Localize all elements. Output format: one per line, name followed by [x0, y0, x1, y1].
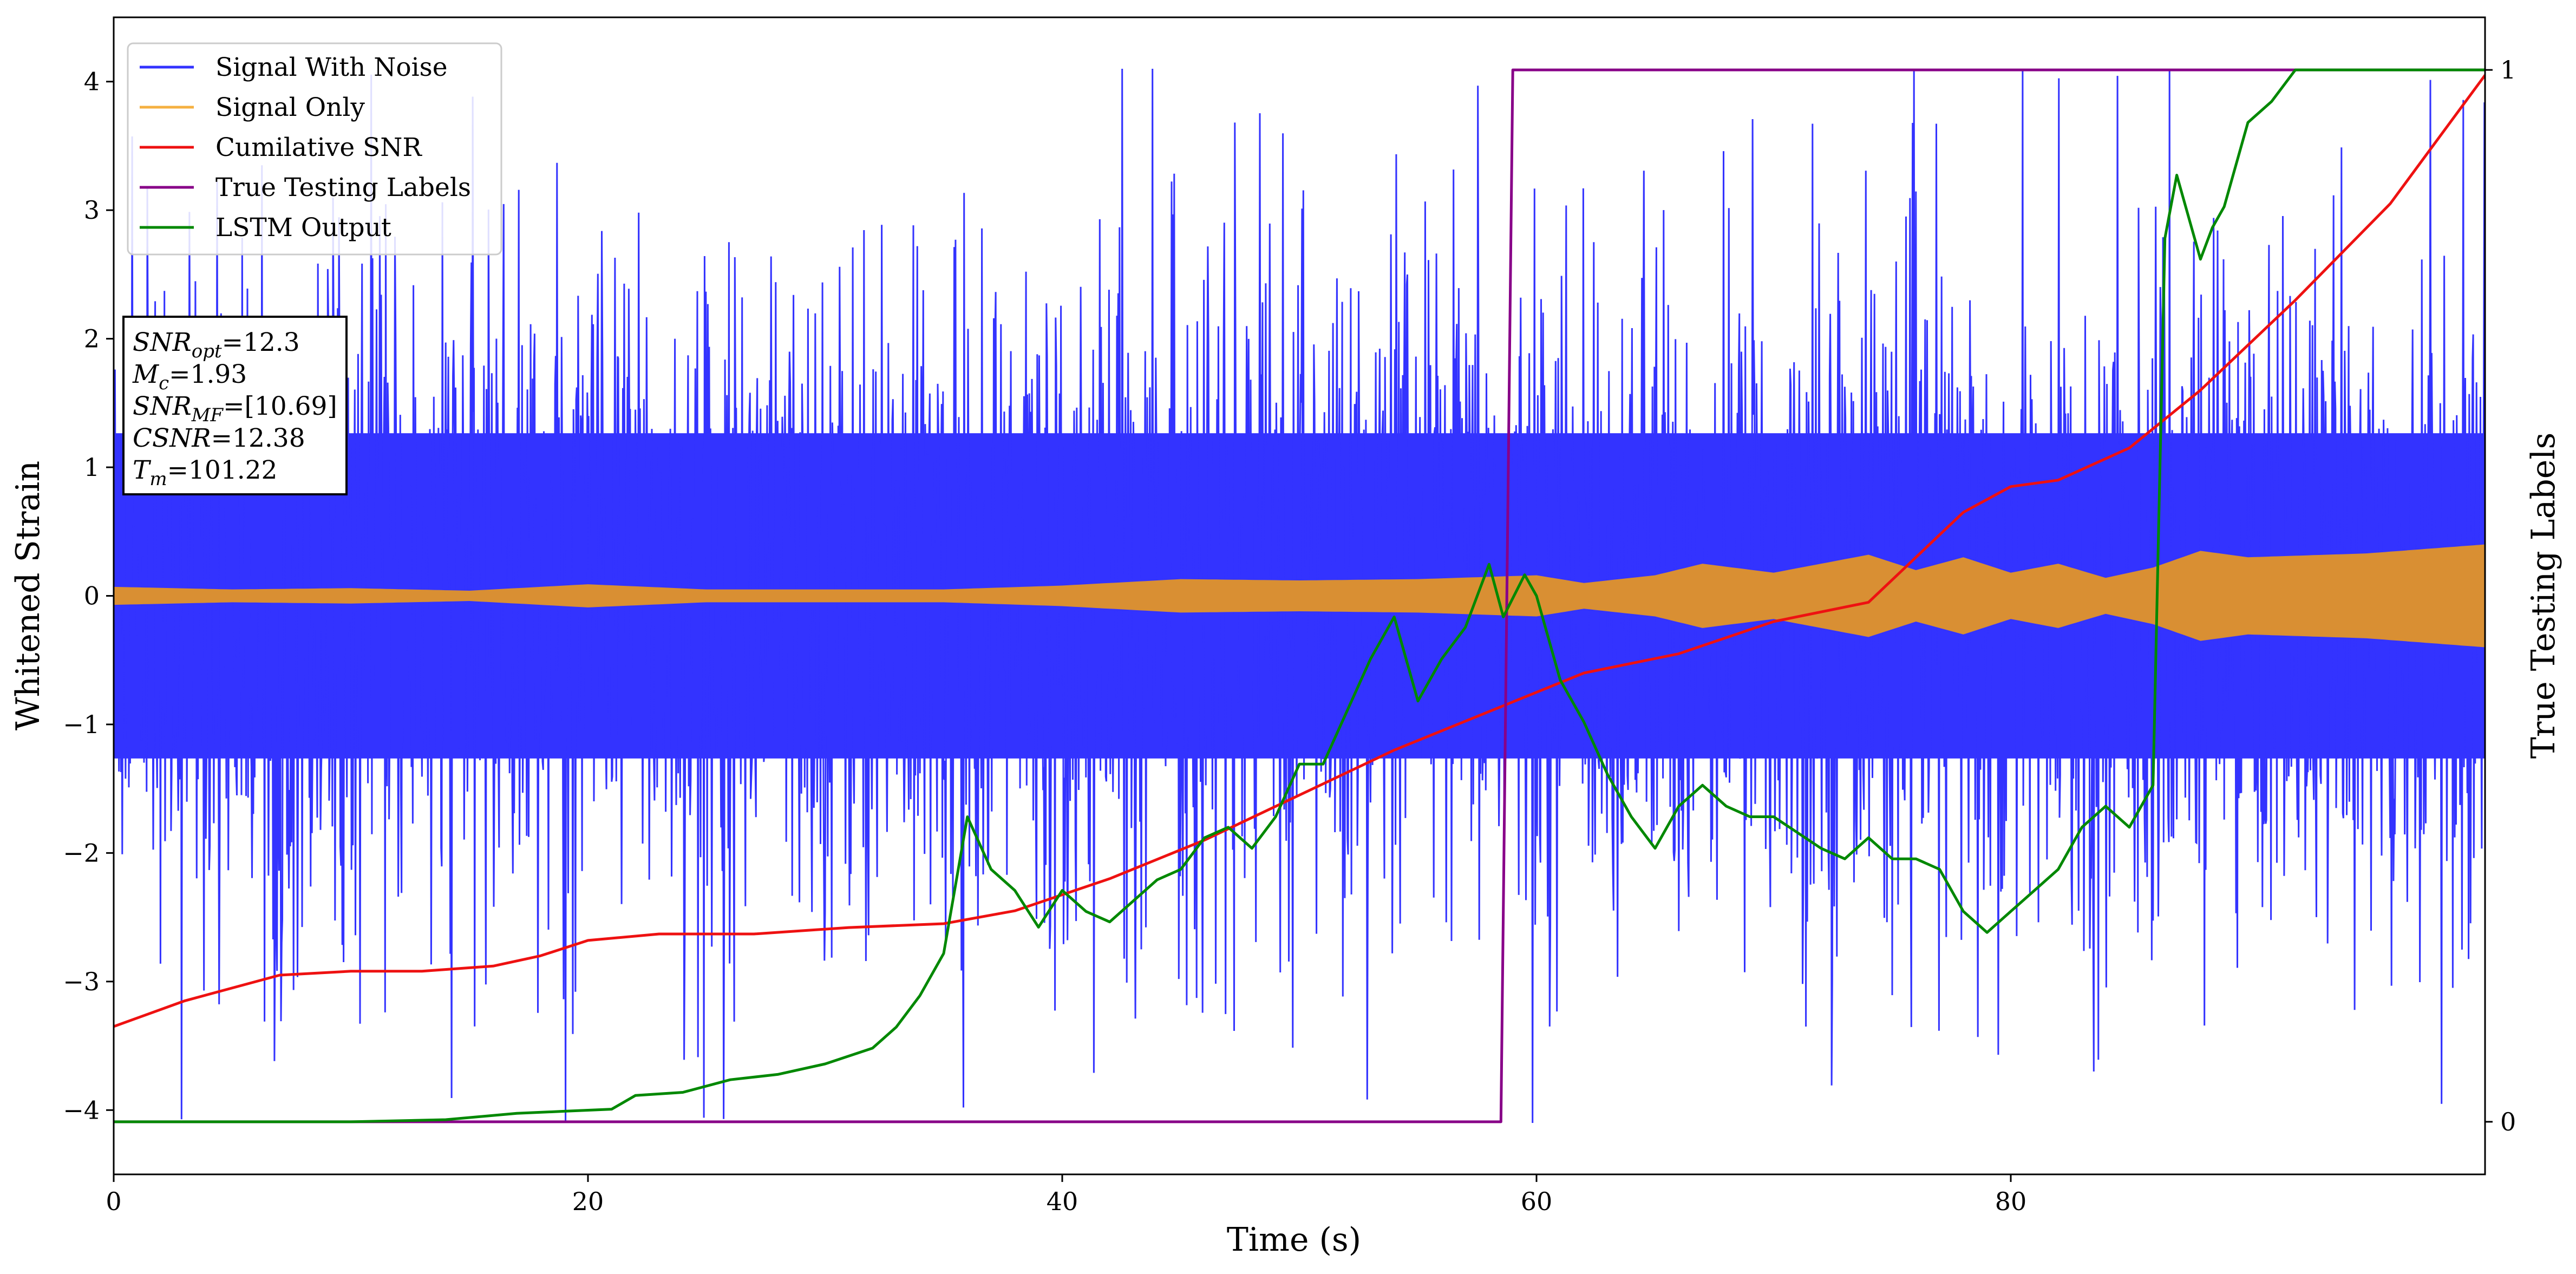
legend-label-signal-only: Signal Only — [215, 93, 365, 122]
legend-frame — [127, 42, 502, 256]
signal-only-band — [114, 544, 2485, 648]
true-testing-labels-line — [114, 68, 2485, 1123]
series-lines — [114, 68, 2485, 1123]
y-tick-label: 0 — [84, 582, 100, 611]
y2-axis: 01 — [2485, 55, 2516, 1136]
x-tick-label: 60 — [1521, 1187, 1553, 1216]
y-tick-label: 2 — [84, 324, 100, 354]
y2-axis-title: True Testing Labels — [2525, 433, 2562, 759]
x-tick-label: 0 — [106, 1187, 121, 1216]
series-signal-only — [114, 544, 2485, 648]
y-tick-label: 1 — [84, 453, 100, 482]
legend: Signal With Noise Signal Only Cumilative… — [127, 42, 502, 256]
legend-label-signal-with-noise: Signal With Noise — [215, 53, 448, 82]
y2-tick-label: 1 — [2500, 55, 2516, 84]
x-tick-label: 80 — [1995, 1187, 2027, 1216]
annotation-csnr: CSNR=12.38 — [133, 423, 305, 453]
x-axis-title: Time (s) — [1227, 1221, 1361, 1259]
annotation-snr-mf: SNRMF=[10.69] — [133, 391, 337, 426]
y-tick-label: −3 — [63, 967, 100, 996]
y2-tick-label: 0 — [2500, 1107, 2516, 1136]
y-tick-label: 4 — [84, 67, 100, 96]
annotation-frame — [122, 316, 348, 495]
y-tick-label: −4 — [63, 1095, 100, 1125]
x-tick-label: 40 — [1047, 1187, 1078, 1216]
legend-label-true-testing-labels: True Testing Labels — [215, 173, 471, 202]
annotation-tm: Tm=101.22 — [133, 455, 277, 490]
lstm-output-line — [114, 68, 2485, 1123]
cumulative-snr-line — [114, 74, 2485, 1028]
x-axis: 0 20 40 60 80 — [106, 1174, 2026, 1216]
y-tick-label: 3 — [84, 195, 100, 225]
legend-label-lstm-output: LSTM Output — [215, 213, 391, 243]
annotation-mc: Mc=1.93 — [132, 360, 247, 394]
legend-label-cumulative-snr: Cumilative SNR — [215, 133, 422, 162]
y-tick-label: −1 — [63, 710, 100, 739]
annotation-box: SNRopt=12.3 Mc=1.93 SNRMF=[10.69] CSNR=1… — [122, 316, 348, 495]
plot-area — [114, 68, 2485, 1123]
annotation-snr-opt: SNRopt=12.3 — [133, 328, 300, 362]
y-axis-title: Whitened Strain — [9, 461, 47, 730]
y-tick-label: −2 — [63, 838, 100, 867]
x-tick-label: 20 — [572, 1187, 604, 1216]
y-axis: −4 −3 −2 −1 0 1 2 3 4 — [63, 67, 114, 1125]
